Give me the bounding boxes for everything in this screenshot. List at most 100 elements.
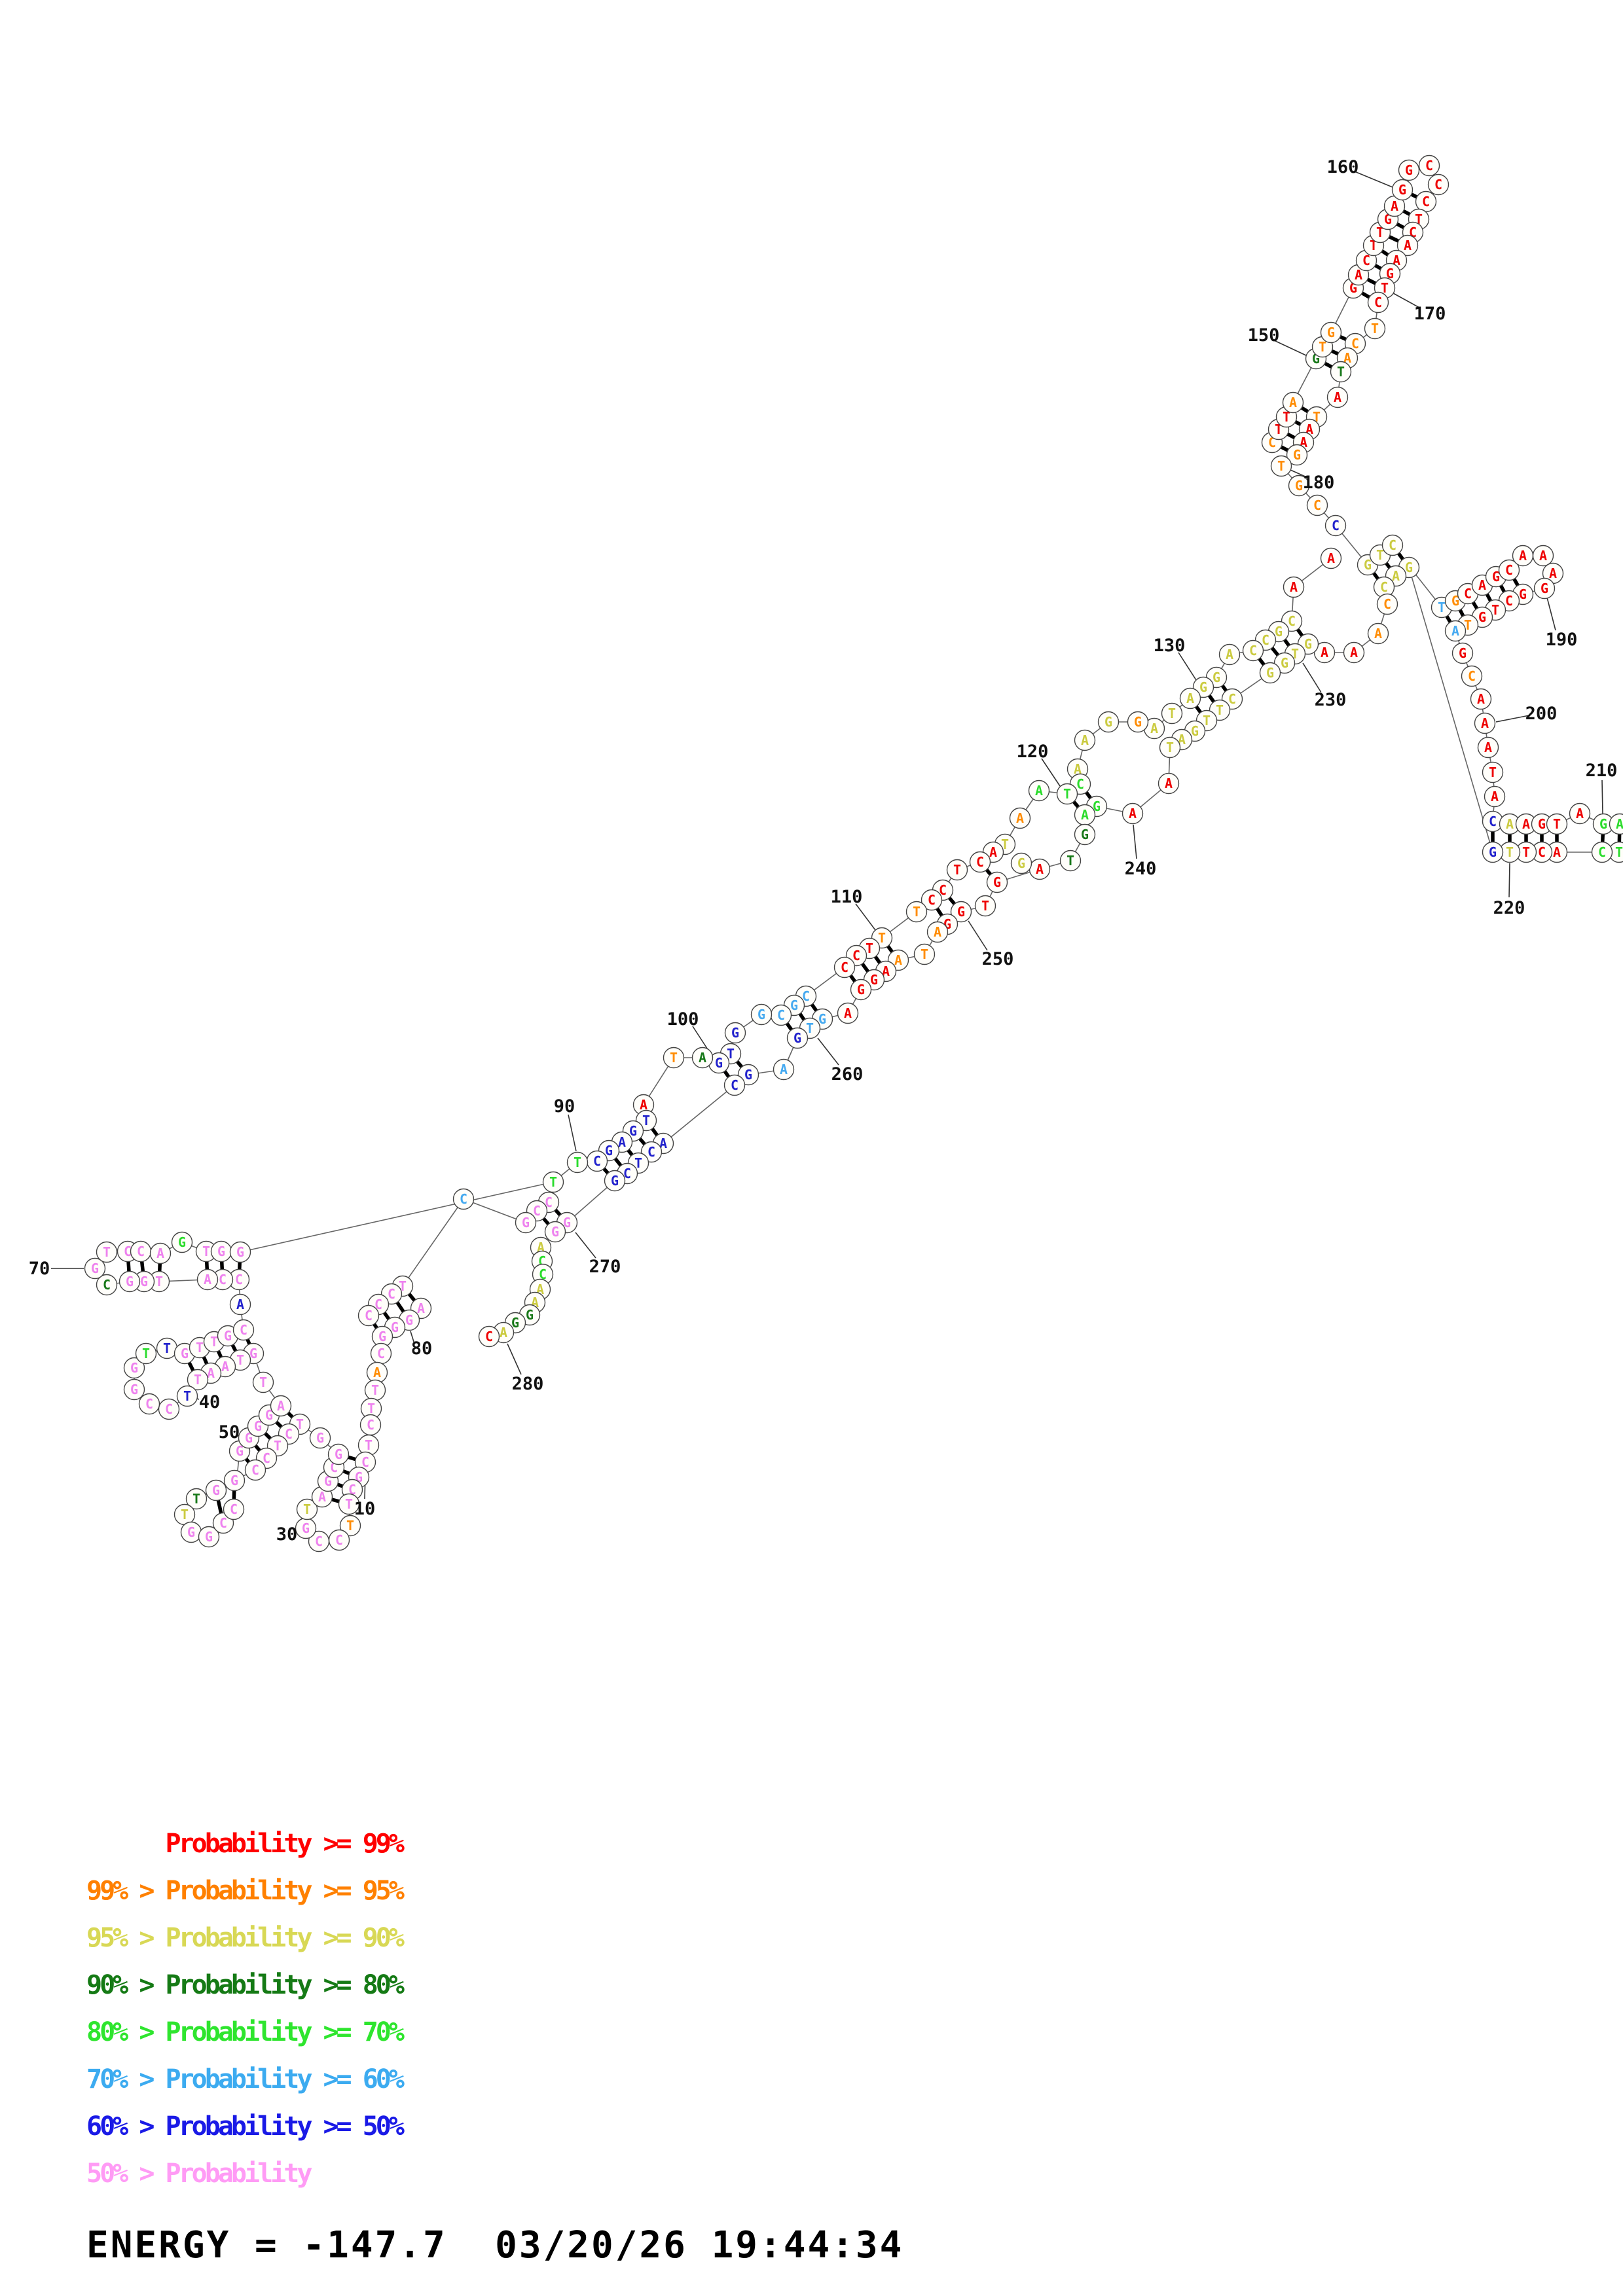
nucleotide-base: A (659, 1136, 667, 1151)
nucleotide-base: G (254, 1418, 262, 1434)
nucleotide-base: T (345, 1496, 353, 1512)
nucleotide-circle (1398, 159, 1420, 181)
nucleotide-circle (950, 901, 972, 923)
nucleotide-base: G (217, 1244, 225, 1259)
nucleotide-circle (1097, 711, 1120, 733)
nucleotide-base: C (1262, 632, 1269, 648)
nucleotide-base: G (1492, 569, 1500, 584)
nucleotide-circle (1482, 841, 1504, 863)
nucleotide-circle (1477, 736, 1499, 759)
nucleotide-base: G (1213, 670, 1220, 685)
nucleotide-circle (1427, 173, 1450, 196)
nucleotide-circle (123, 1378, 145, 1401)
position-label: 130 (1154, 636, 1186, 656)
nucleotide-circle (223, 1469, 246, 1492)
nucleotide-base: G (511, 1315, 519, 1331)
legend-row-80: 90% > Probability >= 80% (86, 1970, 405, 2000)
nucleotide-base: A (417, 1300, 425, 1316)
label-pointer-line (568, 1114, 577, 1152)
nucleotide-base: G (378, 1329, 386, 1344)
nucleotide-base: C (928, 892, 936, 908)
nucleotide-circle (1179, 687, 1201, 709)
nucleotide-circle (1320, 321, 1342, 344)
nucleotide-circle (229, 1241, 251, 1263)
backbone-link (663, 1085, 735, 1144)
nucleotide-base: G (1281, 655, 1288, 671)
nucleotide-base: A (207, 1365, 215, 1381)
nucleotide-base: G (316, 1430, 324, 1446)
energy-and-timestamp: ENERGY = -147.7 03/20/26 19:44:34 (86, 2224, 904, 2267)
nucleotide-base: C (230, 1501, 238, 1517)
nucleotide-base: A (1539, 548, 1547, 564)
nucleotide-base: C (1380, 579, 1388, 595)
backbone-link (463, 1198, 526, 1223)
nucleotide-base: T (202, 1244, 210, 1259)
nucleotide-base: T (194, 1372, 202, 1388)
nucleotide-base: G (757, 1007, 765, 1022)
nucleotide-base: G (731, 1025, 739, 1041)
position-label: 200 (1525, 704, 1558, 724)
nucleotide-base: T (1553, 816, 1561, 832)
nucleotide-base: A (1576, 806, 1584, 821)
position-label: 190 (1546, 630, 1578, 650)
nucleotide-base: C (361, 1454, 369, 1470)
nucleotide-circle (1364, 317, 1386, 340)
nucleotide-base: A (1081, 807, 1089, 823)
nucleotide-circle (1474, 712, 1496, 734)
nucleotide-base: C (219, 1272, 227, 1287)
nucleotide-circle (309, 1427, 331, 1449)
nucleotide-base: G (563, 1215, 571, 1230)
nucleotide-base: G (857, 982, 865, 997)
nucleotide-base: A (1334, 389, 1341, 405)
nucleotide-base: G (993, 874, 1001, 890)
nucleotide-base: A (1355, 267, 1362, 283)
nucleotide-base: T (634, 1155, 642, 1171)
nucleotide-base: G (1386, 266, 1394, 281)
nucleotide-circle (119, 1270, 141, 1293)
nucleotide-base: A (1186, 691, 1194, 706)
nucleotide-circle (1391, 179, 1413, 201)
nucleotide-base: A (882, 963, 890, 979)
nucleotide-base: A (618, 1134, 626, 1150)
nucleotide-base: C (731, 1077, 739, 1093)
nucleotide-base: C (1489, 814, 1497, 829)
nucleotide-base: G (212, 1482, 220, 1498)
position-label: 100 (667, 1009, 699, 1030)
nucleotide-base: G (230, 1473, 238, 1488)
nucleotide-base: T (1067, 853, 1074, 869)
nucleotide-circle (750, 1003, 773, 1026)
nucleotide-base: G (1199, 679, 1207, 695)
nucleotide-base: G (1364, 557, 1372, 573)
nucleotide-circle (1320, 547, 1342, 569)
nucleotide-circle (544, 1221, 566, 1243)
nucleotide-circle (1286, 444, 1308, 466)
nucleotide-base: G (1538, 816, 1546, 832)
nucleotide-circle (1470, 688, 1492, 710)
nucleotide-circle (138, 1393, 160, 1415)
nucleotide-base: A (1036, 861, 1044, 877)
nucleotide-circle (723, 1074, 746, 1096)
nucleotide-base: G (91, 1261, 99, 1276)
nucleotide-base: A (1343, 350, 1351, 366)
nucleotide-base: G (1478, 609, 1486, 625)
nucleotide-base: C (367, 1417, 374, 1433)
nucleotide-base: G (249, 1346, 257, 1361)
nucleotide-base: C (1505, 562, 1513, 578)
nucleotide-circle (1330, 361, 1352, 383)
nucleotide-base: A (1549, 565, 1557, 581)
nucleotide-base: G (302, 1520, 310, 1536)
label-pointer-line (507, 1343, 522, 1375)
legend-row-50: 60% > Probability >= 50% (86, 2111, 405, 2142)
nucleotide-base: T (1063, 786, 1071, 802)
nucleotide-base: C (335, 1532, 343, 1548)
nucleotide-circle (1218, 643, 1241, 666)
nucleotide-base: C (460, 1191, 467, 1207)
nucleotide-base: T (1203, 713, 1211, 728)
position-label: 260 (831, 1064, 864, 1085)
nucleotide-base: T (1381, 280, 1389, 296)
nucleotide-base: A (780, 1062, 788, 1077)
nucleotide-base: T (196, 1340, 204, 1355)
nucleotide-circle (1009, 807, 1031, 829)
nucleotide-base: C (533, 1203, 541, 1219)
